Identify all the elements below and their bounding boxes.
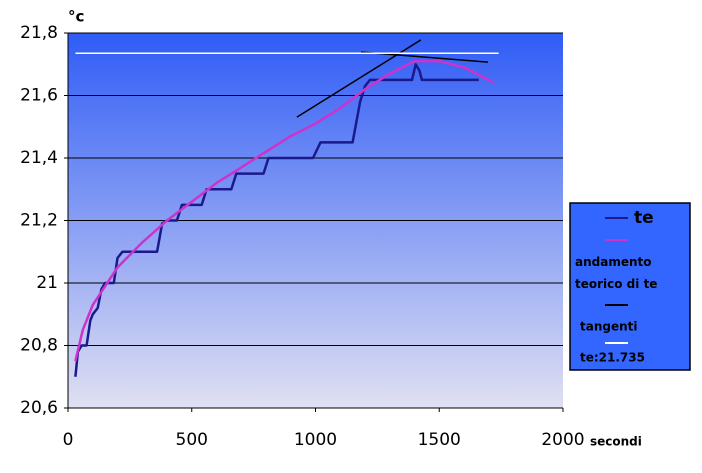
legend-box [569, 202, 691, 371]
y-tick-label: 21 [36, 273, 58, 293]
x-tick-label: 0 [63, 430, 74, 450]
y-tick-label: 21,4 [20, 148, 58, 168]
y-tick-label: 20,8 [20, 336, 58, 356]
y-axis-title: °c [68, 8, 84, 26]
series-line [74, 59, 495, 362]
legend-label: te [634, 208, 654, 228]
y-tick-label: 21,8 [20, 23, 58, 43]
x-tick-label: 1000 [294, 430, 337, 450]
series-line [74, 63, 479, 377]
legend-label: andamento teorico di te [575, 255, 657, 291]
x-tick-label: 2000 [541, 430, 584, 450]
legend-label: tangenti [580, 320, 638, 334]
y-tick-label: 21,2 [20, 211, 58, 231]
x-tick-label: 500 [176, 430, 208, 450]
x-tick-label: 1500 [418, 430, 461, 450]
x-axis-title: secondi [590, 435, 642, 449]
legend-label: te:21.735 [580, 351, 645, 365]
y-tick-label: 21,6 [20, 86, 58, 106]
y-tick-label: 20,6 [20, 398, 58, 418]
legend-label-line: teorico di te [575, 277, 657, 291]
legend-label-line: andamento [575, 255, 652, 269]
